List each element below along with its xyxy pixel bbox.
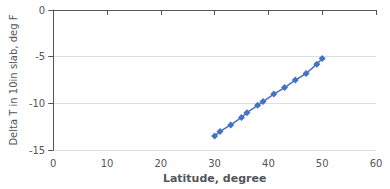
svg-text:30: 30: [208, 158, 221, 169]
svg-text:10: 10: [101, 158, 114, 169]
svg-text:-15: -15: [29, 145, 45, 156]
svg-text:0: 0: [39, 5, 45, 16]
svg-text:-5: -5: [35, 51, 45, 62]
svg-text:20: 20: [154, 158, 167, 169]
svg-text:60: 60: [370, 158, 383, 169]
svg-text:Delta T in 10in slab, deg F: Delta T in 10in slab, deg F: [8, 14, 19, 145]
svg-text:0: 0: [50, 158, 56, 169]
svg-text:-10: -10: [29, 98, 45, 109]
svg-text:Latitude, degree: Latitude, degree: [163, 172, 266, 185]
svg-text:40: 40: [262, 158, 275, 169]
svg-text:50: 50: [316, 158, 329, 169]
